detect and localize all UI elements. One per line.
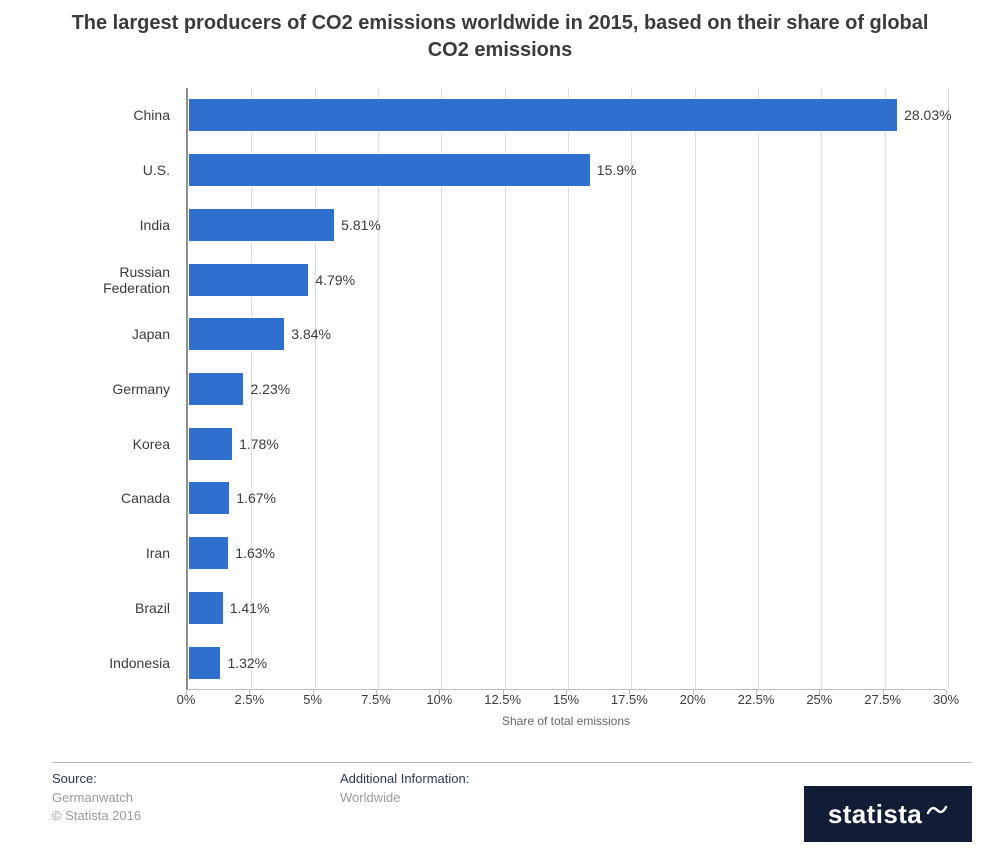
x-tick-label: 22.5% bbox=[738, 692, 775, 707]
x-tick-label: 2.5% bbox=[235, 692, 265, 707]
bar-row: 4.79% bbox=[188, 252, 355, 307]
x-tick-label: 7.5% bbox=[361, 692, 391, 707]
category-label: Korea bbox=[52, 416, 178, 471]
bar-value-label: 5.81% bbox=[341, 217, 381, 233]
x-tick-label: 5% bbox=[303, 692, 322, 707]
bar bbox=[188, 208, 335, 242]
x-tick-label: 25% bbox=[806, 692, 832, 707]
bar-value-label: 28.03% bbox=[904, 107, 951, 123]
bar-row: 1.32% bbox=[188, 635, 267, 690]
source-header: Source: bbox=[52, 771, 141, 786]
bar bbox=[188, 372, 244, 406]
bar-value-label: 1.32% bbox=[227, 655, 267, 671]
logo-text: statista bbox=[828, 799, 922, 830]
source-body: Germanwatch © Statista 2016 bbox=[52, 789, 141, 824]
chart-area: 28.03% 15.9% 5.81% 4.79% 3.84% 2.23% 1.78% 1.67… bbox=[52, 88, 970, 728]
chart-title: The largest producers of CO2 emissions w… bbox=[0, 0, 1000, 70]
x-tick-label: 17.5% bbox=[611, 692, 648, 707]
gridline bbox=[821, 88, 822, 689]
bar bbox=[188, 427, 233, 461]
bar bbox=[188, 646, 221, 680]
category-label: Japan bbox=[52, 307, 178, 362]
category-label: Iran bbox=[52, 526, 178, 581]
bar-row: 28.03% bbox=[188, 88, 952, 143]
gridline bbox=[948, 88, 949, 689]
bar-value-label: 3.84% bbox=[291, 326, 331, 342]
bar-row: 1.78% bbox=[188, 416, 279, 471]
category-label: Brazil bbox=[52, 581, 178, 636]
x-tick-label: 15% bbox=[553, 692, 579, 707]
footer: Source: Germanwatch © Statista 2016 Addi… bbox=[52, 762, 972, 842]
bar bbox=[188, 481, 230, 515]
category-label: Germany bbox=[52, 362, 178, 417]
bar-row: 1.67% bbox=[188, 471, 276, 526]
bar-value-label: 15.9% bbox=[597, 162, 637, 178]
category-label: Canada bbox=[52, 471, 178, 526]
bar-value-label: 1.78% bbox=[239, 436, 279, 452]
category-label: Russian Federation bbox=[52, 252, 178, 307]
x-tick-label: 27.5% bbox=[864, 692, 901, 707]
logo-wave-icon bbox=[926, 799, 948, 821]
bar bbox=[188, 263, 309, 297]
bar-row: 2.23% bbox=[188, 362, 290, 417]
category-label: China bbox=[52, 88, 178, 143]
bar-value-label: 4.79% bbox=[315, 272, 355, 288]
x-tick-label: 0% bbox=[177, 692, 196, 707]
bar-row: 1.63% bbox=[188, 526, 275, 581]
bar bbox=[188, 153, 591, 187]
bar-row: 5.81% bbox=[188, 197, 381, 252]
bar-value-label: 2.23% bbox=[250, 381, 290, 397]
bar bbox=[188, 317, 285, 351]
x-tick-label: 30% bbox=[933, 692, 959, 707]
gridline bbox=[695, 88, 696, 689]
gridline bbox=[758, 88, 759, 689]
statista-logo: statista bbox=[804, 786, 972, 842]
bar-value-label: 1.67% bbox=[236, 490, 276, 506]
category-label: Indonesia bbox=[52, 635, 178, 690]
bar-row: 15.9% bbox=[188, 143, 637, 198]
x-axis-title: Share of total emissions bbox=[186, 714, 946, 728]
bar-value-label: 1.41% bbox=[230, 600, 270, 616]
bar-row: 3.84% bbox=[188, 307, 331, 362]
bar bbox=[188, 536, 229, 570]
category-label: India bbox=[52, 197, 178, 252]
info-header: Additional Information: bbox=[340, 771, 469, 786]
x-tick-label: 10% bbox=[426, 692, 452, 707]
info-body: Worldwide bbox=[340, 789, 469, 807]
x-tick-label: 20% bbox=[680, 692, 706, 707]
x-tick-label: 12.5% bbox=[484, 692, 521, 707]
plot: 28.03%15.9%5.81%4.79%3.84%2.23%1.78%1.67… bbox=[186, 88, 946, 690]
gridline bbox=[885, 88, 886, 689]
bar-value-label: 1.63% bbox=[235, 545, 275, 561]
bar bbox=[188, 591, 224, 625]
bar-row: 1.41% bbox=[188, 581, 269, 636]
bar bbox=[188, 98, 898, 132]
category-label: U.S. bbox=[52, 143, 178, 198]
